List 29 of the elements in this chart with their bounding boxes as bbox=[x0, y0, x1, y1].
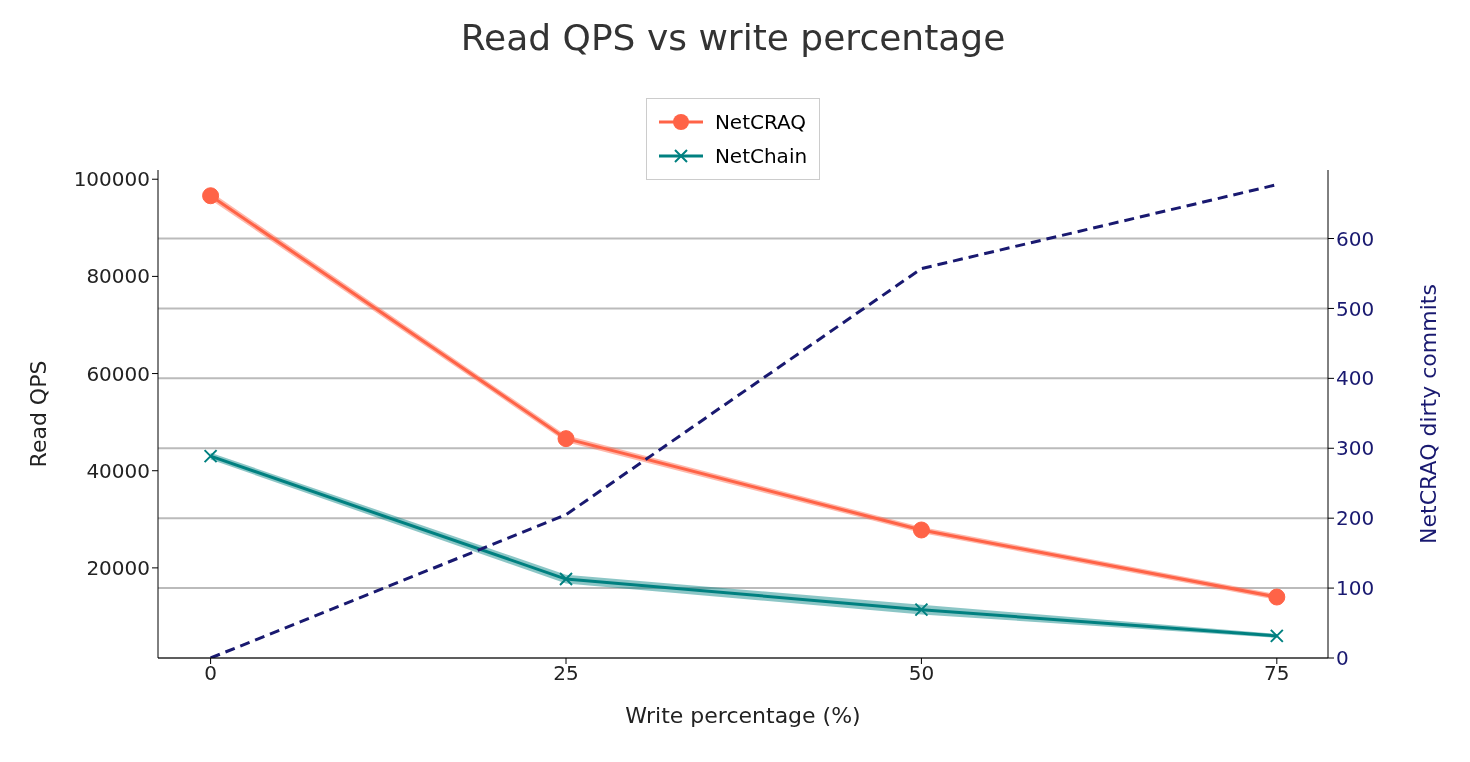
point bbox=[203, 449, 218, 464]
x-tick-label: 50 bbox=[908, 661, 935, 686]
chart-title: Read QPS vs write percentage bbox=[459, 16, 1007, 60]
legend-label: NetChain bbox=[714, 143, 808, 170]
y-tick-label: 100000 bbox=[73, 167, 150, 192]
legend-label: NetCRAQ bbox=[714, 109, 807, 136]
y2-axis-title: NetCRAQ dirty commits bbox=[1415, 284, 1441, 544]
point bbox=[1269, 628, 1284, 643]
y2-tick-label: 400 bbox=[1336, 366, 1375, 391]
y2-tick-label: 500 bbox=[1336, 296, 1375, 321]
point bbox=[559, 572, 574, 587]
y-tick-label: 20000 bbox=[86, 555, 150, 580]
y2-tick-label: 200 bbox=[1336, 506, 1375, 531]
y2-tick-label: 100 bbox=[1336, 576, 1375, 601]
y-tick-label: 60000 bbox=[86, 361, 150, 386]
point bbox=[914, 602, 929, 617]
point bbox=[912, 521, 930, 539]
y2-tick-label: 300 bbox=[1336, 436, 1375, 461]
y2-tick-label: 600 bbox=[1336, 226, 1375, 251]
y-axis-title: Read QPS bbox=[25, 360, 51, 468]
point bbox=[1268, 588, 1286, 606]
x-tick-label: 0 bbox=[204, 661, 217, 686]
x-tick-label: 25 bbox=[553, 661, 579, 686]
x-axis-title: Write percentage (%) bbox=[625, 703, 861, 728]
y-tick-label: 80000 bbox=[86, 264, 150, 289]
x-tick-label: 75 bbox=[1264, 661, 1290, 686]
point bbox=[557, 430, 575, 448]
point bbox=[202, 187, 220, 205]
y-tick-label: 40000 bbox=[86, 458, 150, 483]
